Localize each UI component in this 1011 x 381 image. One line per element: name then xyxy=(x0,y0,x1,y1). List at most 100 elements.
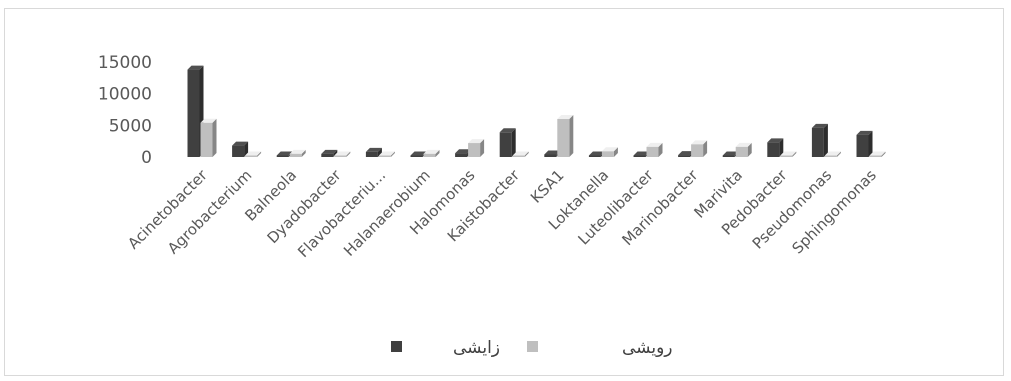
bar-top xyxy=(588,151,605,156)
bar-top xyxy=(468,139,485,144)
bar-zayeshi-7 xyxy=(499,128,516,157)
bar-front xyxy=(200,122,213,157)
bar-front xyxy=(767,142,780,157)
legend-swatch-rooyeshi xyxy=(527,341,538,352)
bar-front xyxy=(321,153,334,157)
bar-front xyxy=(856,134,869,157)
bar-top xyxy=(691,140,708,145)
x-category-label: KSA1 xyxy=(527,166,568,207)
bar-side xyxy=(244,141,249,157)
bar-top xyxy=(633,151,650,156)
bar-rooyeshi-0 xyxy=(200,118,217,157)
bar-zayeshi-15 xyxy=(856,130,873,157)
bar-top xyxy=(780,151,797,156)
bar-front xyxy=(423,153,436,157)
bar-side xyxy=(390,151,395,157)
bar-top xyxy=(499,128,516,133)
bar-side xyxy=(346,151,351,157)
bar-front xyxy=(811,127,824,157)
bar-side xyxy=(703,140,708,157)
bar-side xyxy=(658,142,663,157)
bar-front xyxy=(455,153,468,157)
bar-top xyxy=(512,151,529,156)
bar-top xyxy=(678,151,695,156)
bar-top xyxy=(557,115,574,119)
bar-front xyxy=(276,155,289,157)
y-tick-label: 0 xyxy=(141,148,152,168)
bar-rooyeshi-3 xyxy=(334,151,351,157)
bar-top xyxy=(811,123,828,128)
bar-front xyxy=(334,155,347,157)
bar-top xyxy=(321,149,338,154)
bar-top xyxy=(232,141,249,146)
bar-front xyxy=(557,119,570,157)
bar-front xyxy=(289,153,302,157)
bar-rooyeshi-14 xyxy=(824,151,841,157)
bar-side xyxy=(511,128,516,157)
bar-zayeshi-4 xyxy=(365,147,382,157)
bar-top xyxy=(646,142,663,147)
y-tick-label: 5000 xyxy=(109,116,152,136)
bar-zayeshi-13 xyxy=(767,138,784,157)
bar-front xyxy=(780,155,793,157)
bar-top xyxy=(824,151,841,156)
bar-side xyxy=(212,118,217,157)
bar-top xyxy=(601,147,618,152)
bar-top xyxy=(276,151,293,156)
y-tick-label: 15000 xyxy=(98,53,152,73)
bar-top xyxy=(187,65,204,70)
bar-side xyxy=(779,138,784,157)
bar-front xyxy=(691,144,704,157)
bar-side xyxy=(524,151,529,157)
bar-top xyxy=(423,149,440,154)
bar-front xyxy=(410,155,423,157)
bar-front xyxy=(601,151,614,157)
bar-top xyxy=(869,151,886,156)
bar-top xyxy=(245,151,262,156)
bar-front xyxy=(722,155,735,157)
bar-top xyxy=(455,149,472,154)
bar-top xyxy=(365,147,382,152)
bar-top xyxy=(200,118,217,123)
bar-rooyeshi-10 xyxy=(646,142,663,157)
bar-front xyxy=(678,155,691,157)
bar-front xyxy=(512,155,525,157)
bar-front xyxy=(378,155,391,157)
bar-front xyxy=(499,132,512,157)
bar-rooyeshi-6 xyxy=(468,139,485,157)
bar-zayeshi-1 xyxy=(232,141,249,157)
bar-front xyxy=(468,143,481,157)
bar-side xyxy=(868,130,873,157)
bar-top xyxy=(767,138,784,143)
bar-top xyxy=(378,151,395,156)
bar-top xyxy=(334,151,351,156)
bar-side xyxy=(301,149,306,157)
bar-rooyeshi-2 xyxy=(289,149,306,157)
bar-side xyxy=(435,149,440,157)
bars xyxy=(187,65,886,157)
bar-rooyeshi-11 xyxy=(691,140,708,157)
bar-front xyxy=(588,155,601,157)
x-category-label: Pseudomonas xyxy=(749,166,836,253)
legend-label-zayeshi: زایشی xyxy=(453,338,500,358)
bar-front xyxy=(646,146,659,157)
bar-side xyxy=(747,142,752,157)
bar-front xyxy=(824,155,837,157)
bar-side xyxy=(613,147,618,157)
bar-top xyxy=(722,151,739,156)
bar-front xyxy=(735,146,748,157)
bar-zayeshi-14 xyxy=(811,123,828,157)
bar-front xyxy=(365,151,378,157)
chart-frame xyxy=(4,8,1004,376)
bar-top xyxy=(410,151,427,156)
bar-top xyxy=(856,130,873,135)
bar-side xyxy=(836,151,841,157)
bar-side xyxy=(792,151,797,157)
y-tick-label: 10000 xyxy=(98,85,152,105)
x-axis-labels: AcinetobacterAgrobacteriumBalneolaDyadob… xyxy=(124,166,880,262)
bar-rooyeshi-9 xyxy=(601,147,618,157)
bar-zayeshi-3 xyxy=(321,149,338,157)
bar-front xyxy=(232,145,245,157)
legend-swatch-zayeshi xyxy=(391,341,402,352)
